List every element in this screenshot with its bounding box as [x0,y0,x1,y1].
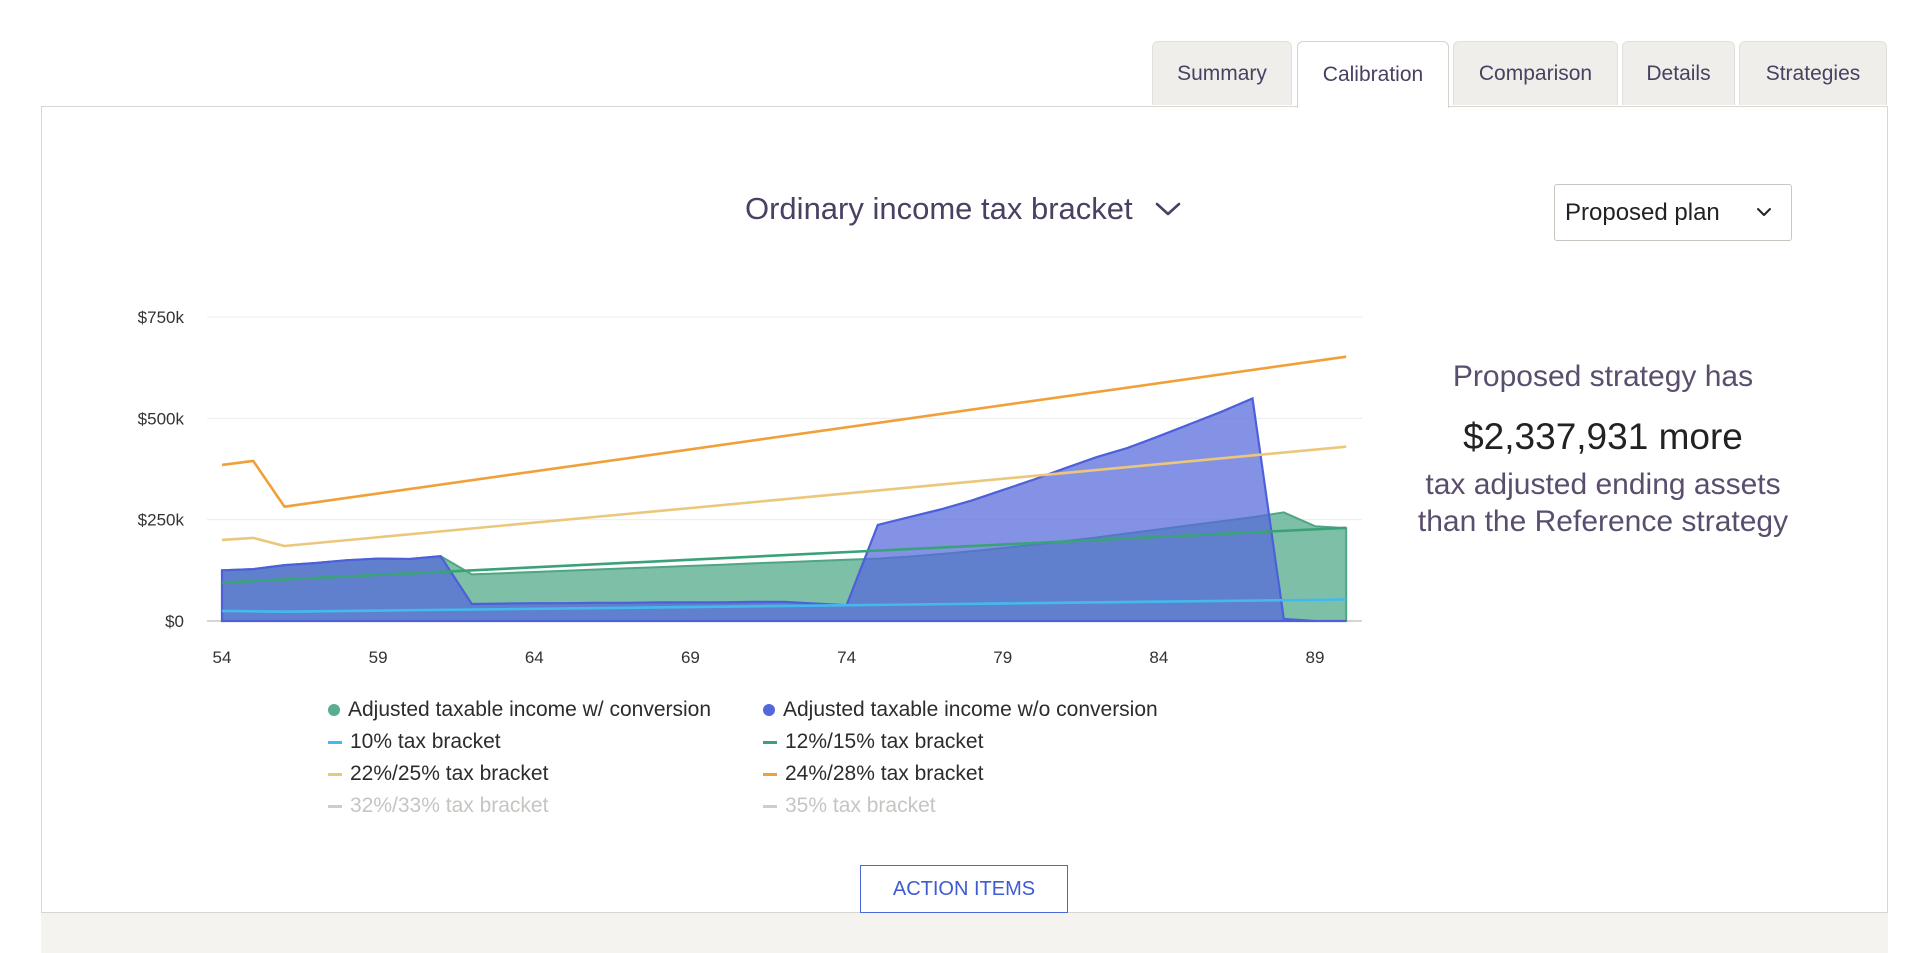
series-area-without-conversion [220,396,1347,623]
chevron-down-icon [1155,202,1180,216]
plan-select-value: Proposed plan [1565,198,1720,226]
summary-line-3: than the Reference strategy [1417,505,1789,538]
chart-type-dropdown[interactable]: Ordinary income tax bracket [745,191,1181,227]
plan-select[interactable]: Proposed plan [1554,184,1792,241]
tab-comparison[interactable]: Comparison [1453,41,1618,105]
legend-marker [763,804,777,808]
tab-summary[interactable]: Summary [1152,41,1292,105]
legend-marker [763,772,777,776]
x-tick-label: 74 [837,648,856,667]
summary-heading: Proposed strategy has [1452,360,1754,393]
x-tick-label: 84 [1149,648,1168,667]
legend-item[interactable]: 32%/33% tax bracket [328,794,548,818]
legend-label: Adjusted taxable income w/o conversion [783,698,1158,721]
legend-label: Adjusted taxable income w/ conversion [348,698,712,721]
x-tick-label: 64 [525,648,544,667]
legend-item[interactable]: 35% tax bracket [763,794,936,818]
legend-item[interactable]: 22%/25% tax bracket [328,762,548,786]
legend-marker [328,772,342,776]
legend-label: 24%/28% tax bracket [785,762,984,785]
summary-text: tax adjusted ending assets than the Refe… [1390,466,1816,540]
legend-item[interactable]: 10% tax bracket [328,730,501,754]
line-24-28-bracket [221,355,1347,508]
x-tick-label: 54 [213,648,232,667]
line-10-bracket [221,598,1347,613]
strategy-summary: Proposed strategy has $2,337,931 more ta… [1390,360,1816,540]
legend-item[interactable]: 24%/28% tax bracket [763,762,983,786]
action-items-button[interactable]: ACTION ITEMS [860,865,1068,913]
chart-title: Ordinary income tax bracket [745,191,1133,226]
x-tick-label: 69 [681,648,700,667]
legend-marker [328,804,342,808]
legend-label: 10% tax bracket [350,730,501,753]
footer-bar [41,913,1888,953]
summary-line-2: tax adjusted ending assets [1425,468,1781,501]
y-tick-label: $750k [138,308,185,327]
chevron-down-icon [1757,208,1771,216]
line-22-25-bracket [221,445,1347,548]
legend-label: 32%/33% tax bracket [350,794,549,817]
legend-label: 12%/15% tax bracket [785,730,984,753]
legend-marker [763,740,777,744]
tab-calibration[interactable]: Calibration [1297,41,1449,108]
y-tick-label: $500k [138,409,185,428]
line-12-15-bracket [221,526,1347,584]
legend-item[interactable]: Adjusted taxable income w/o conversion [763,698,1158,722]
legend-marker [763,704,775,716]
legend-item[interactable]: 12%/15% tax bracket [763,730,983,754]
x-tick-label: 79 [993,648,1012,667]
legend-marker [328,740,342,744]
y-tick-label: $250k [138,511,185,530]
legend-item[interactable]: Adjusted taxable income w/ conversion [328,698,711,722]
y-tick-label: $0 [165,612,184,631]
summary-amount: $2,337,931 more [1463,416,1743,457]
tab-strategies[interactable]: Strategies [1739,41,1887,105]
x-tick-label: 89 [1306,648,1325,667]
tab-details[interactable]: Details [1622,41,1735,105]
x-tick-label: 59 [369,648,388,667]
legend-label: 22%/25% tax bracket [350,762,549,785]
legend-marker [328,704,340,716]
legend-label: 35% tax bracket [785,794,936,817]
